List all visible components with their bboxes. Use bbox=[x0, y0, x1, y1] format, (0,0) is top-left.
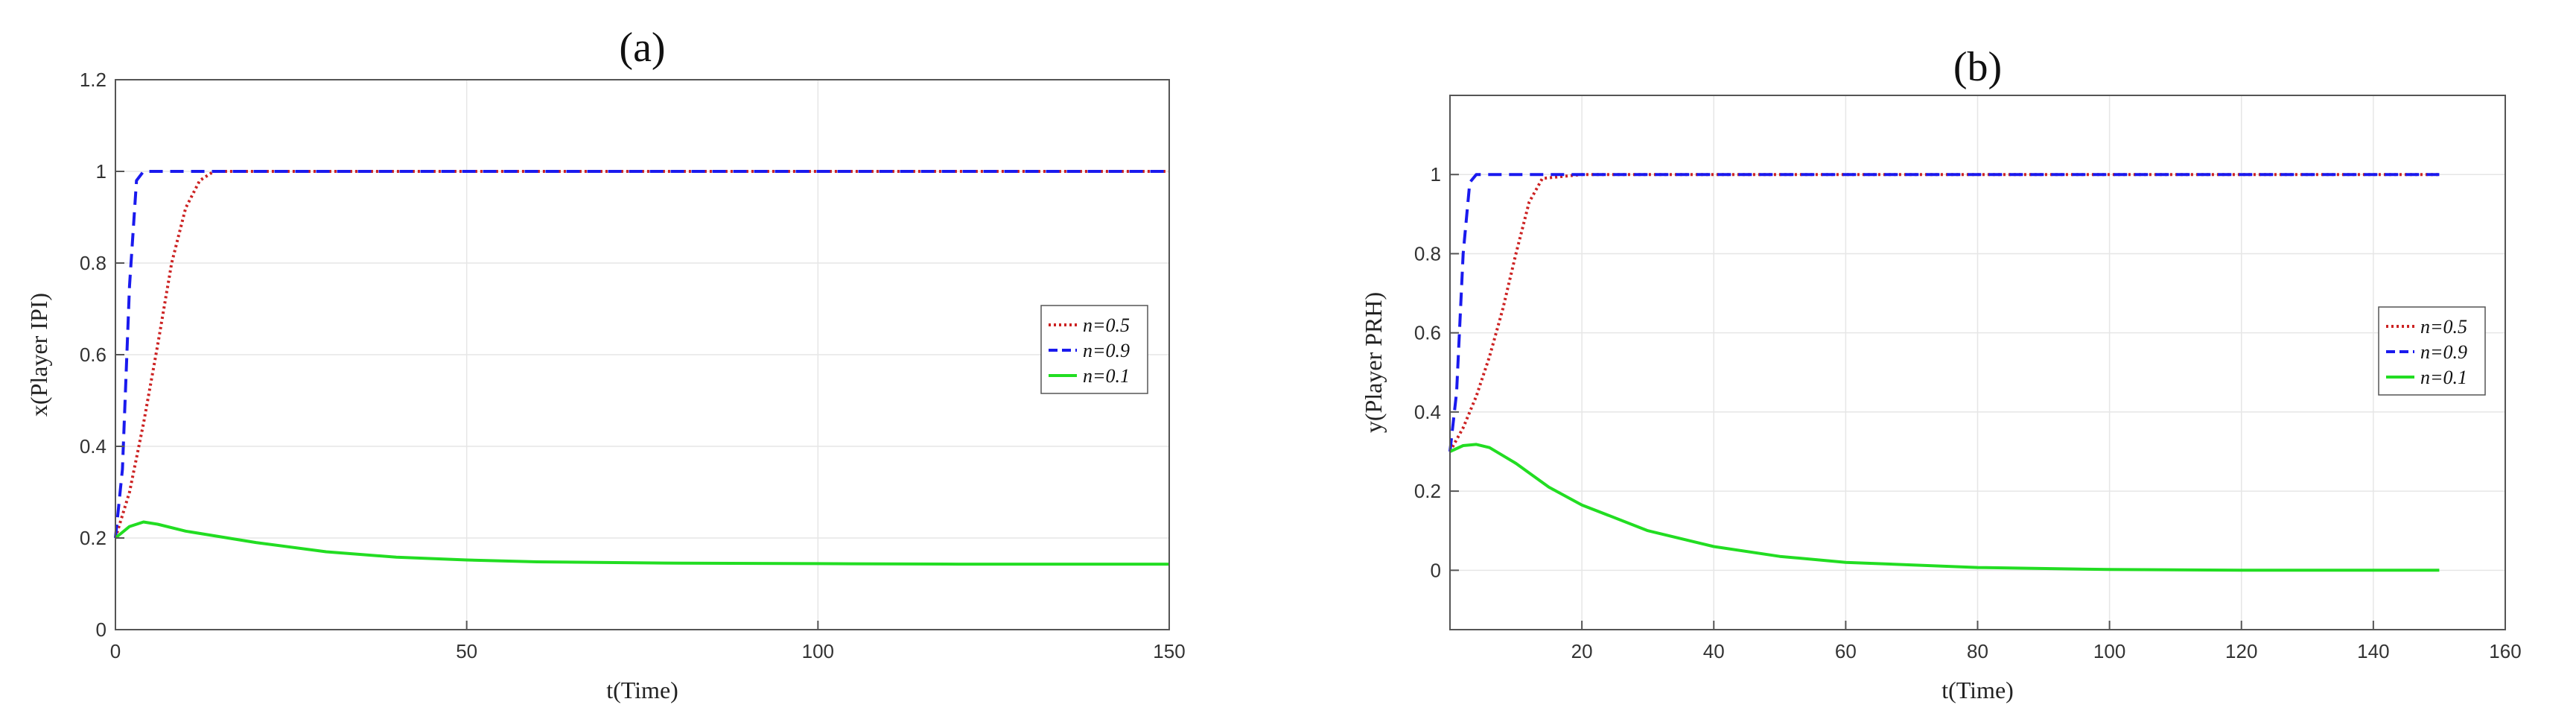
y-axis-label-b: y(Player PRH) bbox=[1360, 292, 1387, 433]
series-line-b-1 bbox=[1448, 173, 2440, 452]
y-tick-label-a-0: 0 bbox=[96, 618, 106, 641]
x-tick-label-b-1: 40 bbox=[1703, 640, 1725, 662]
y-tick-label-a-1: 0.2 bbox=[80, 527, 106, 549]
series-line-a-1 bbox=[114, 170, 1169, 539]
x-tick-label-b-6: 140 bbox=[2357, 640, 2389, 662]
legend-label-b-1: n=0.9 bbox=[2420, 341, 2467, 363]
y-tick-label-a-2: 0.4 bbox=[80, 435, 106, 458]
y-tick-label-b-5: 1 bbox=[1431, 163, 1441, 186]
series-line-b-2 bbox=[1449, 443, 2440, 572]
x-tick-label-a-1: 50 bbox=[456, 640, 477, 662]
x-tick-label-a-3: 150 bbox=[1153, 640, 1185, 662]
y-tick-label-a-6: 1.2 bbox=[80, 69, 106, 91]
x-tick-label-b-5: 120 bbox=[2225, 640, 2257, 662]
y-tick-label-b-0: 0 bbox=[1431, 559, 1441, 581]
chart-title-b: (b) bbox=[1953, 44, 2002, 90]
series-line-a-2 bbox=[114, 520, 1169, 566]
y-tick-label-b-4: 0.8 bbox=[1414, 242, 1441, 265]
x-axis-label-a: t(Time) bbox=[606, 677, 678, 703]
legend-label-a-0: n=0.5 bbox=[1083, 314, 1130, 336]
y-tick-label-b-1: 0.2 bbox=[1414, 480, 1441, 502]
y-tick-label-b-3: 0.6 bbox=[1414, 322, 1441, 344]
chart-a-svg: 0 50 100 150 0 0.2 0.4 0.6 0.8 1 1.2 t(Time) x(Playe… bbox=[25, 25, 1186, 703]
y-axis-label-a: x(Player IPI) bbox=[25, 293, 52, 417]
x-tick-label-b-4: 100 bbox=[2093, 640, 2125, 662]
chart-panel-b: 20 40 60 80 100 120 140 160 0 0.2 0.4 0.6 0.8 1 t(Time… bbox=[1288, 0, 2576, 728]
legend-b: n=0.5 n=0.9 n=0.1 bbox=[2378, 306, 2486, 396]
y-tick-label-a-5: 1 bbox=[96, 160, 106, 183]
legend-label-a-1: n=0.9 bbox=[1083, 340, 1130, 361]
series-line-a-0 bbox=[114, 170, 1169, 539]
legend-a: n=0.5 n=0.9 n=0.1 bbox=[1040, 305, 1148, 394]
x-tick-label-b-7: 160 bbox=[2489, 640, 2521, 662]
x-axis-label-b: t(Time) bbox=[1941, 677, 2014, 703]
x-tick-label-a-2: 100 bbox=[802, 640, 834, 662]
chart-panel-a: 0 50 100 150 0 0.2 0.4 0.6 0.8 1 1.2 t(Time) x(Playe… bbox=[25, 25, 1186, 703]
x-tick-label-b-2: 60 bbox=[1835, 640, 1857, 662]
legend-label-b-0: n=0.5 bbox=[2420, 316, 2467, 338]
chart-title-a: (a) bbox=[619, 25, 665, 71]
legend-label-b-2: n=0.1 bbox=[2420, 367, 2467, 388]
x-tick-label-a-0: 0 bbox=[110, 640, 121, 662]
y-tick-label-a-3: 0.6 bbox=[80, 344, 106, 366]
x-tick-label-b-0: 20 bbox=[1571, 640, 1593, 662]
legend-label-a-2: n=0.1 bbox=[1083, 365, 1130, 387]
chart-b-svg: 20 40 60 80 100 120 140 160 0 0.2 0.4 0.6 0.8 1 t(Time… bbox=[1360, 44, 2522, 703]
legend-box-a bbox=[1040, 305, 1148, 394]
x-tick-label-b-3: 80 bbox=[1967, 640, 1988, 662]
y-tick-label-b-2: 0.4 bbox=[1414, 401, 1441, 423]
y-tick-label-a-4: 0.8 bbox=[80, 252, 106, 274]
legend-box-b bbox=[2378, 306, 2486, 396]
